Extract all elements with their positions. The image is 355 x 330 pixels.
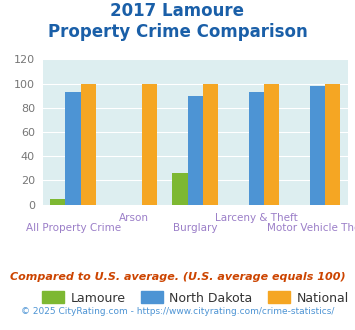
Bar	[310, 86, 325, 205]
Text: Arson: Arson	[119, 213, 149, 223]
Bar	[173, 173, 187, 205]
Bar	[325, 83, 340, 205]
Text: Property Crime Comparison: Property Crime Comparison	[48, 23, 307, 41]
Bar	[66, 92, 81, 205]
Bar	[203, 83, 218, 205]
Text: Larceny & Theft: Larceny & Theft	[215, 213, 298, 223]
Text: Compared to U.S. average. (U.S. average equals 100): Compared to U.S. average. (U.S. average …	[10, 272, 345, 282]
Text: Burglary: Burglary	[173, 223, 218, 233]
Bar	[142, 83, 157, 205]
Text: Motor Vehicle Theft: Motor Vehicle Theft	[267, 223, 355, 233]
Bar	[264, 83, 279, 205]
Text: 2017 Lamoure: 2017 Lamoure	[110, 2, 245, 20]
Text: © 2025 CityRating.com - https://www.cityrating.com/crime-statistics/: © 2025 CityRating.com - https://www.city…	[21, 307, 334, 316]
Bar	[188, 96, 203, 205]
Legend: Lamoure, North Dakota, National: Lamoure, North Dakota, National	[37, 286, 354, 310]
Bar	[81, 83, 96, 205]
Bar	[50, 199, 66, 205]
Bar	[248, 92, 264, 205]
Text: All Property Crime: All Property Crime	[26, 223, 121, 233]
